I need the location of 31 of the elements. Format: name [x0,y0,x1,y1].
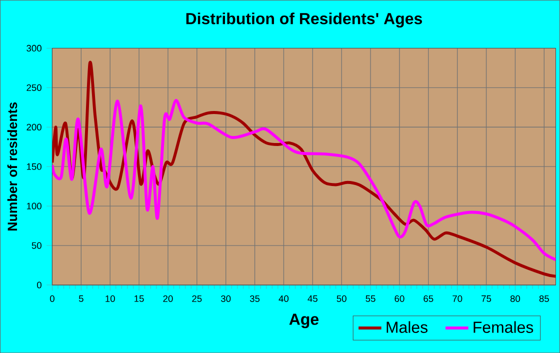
y-tick-label: 50 [32,242,42,249]
legend-label: Females [474,321,534,333]
chart-title: Distribution of Residents' Ages [186,12,422,28]
x-tick-label: 0 [50,295,54,302]
x-tick-label: 35 [250,295,260,302]
y-tick-label: 100 [26,202,42,210]
y-tick-label: 250 [26,84,42,91]
y-axis-title: Number of residents [7,102,18,230]
x-tick-label: 55 [366,295,376,302]
x-tick-label: 50 [336,295,346,302]
x-tick-label: 65 [424,295,434,302]
y-tick-label: 0 [37,282,42,288]
x-tick-label: 70 [452,295,462,302]
x-tick-label: 80 [510,295,520,302]
x-tick-label: 75 [482,295,492,302]
legend-label: Males [386,321,428,333]
x-tick-label: 10 [106,295,115,302]
x-tick-label: 25 [192,295,202,302]
y-tick-label: 200 [26,124,42,130]
x-tick-label: 20 [163,295,173,302]
x-tick-label: 5 [78,295,84,302]
x-tick-label: 60 [394,295,404,302]
line-series [52,98,556,262]
y-tick-label: 150 [26,163,42,170]
x-tick-label: 30 [221,295,231,302]
x-tick-label: 85 [539,295,549,302]
x-tick-label: 45 [308,295,318,302]
x-tick-label: 40 [278,295,289,302]
x-axis-title: Age [289,314,319,328]
x-tick-label: 15 [134,295,144,302]
y-tick-label: 300 [26,44,42,52]
